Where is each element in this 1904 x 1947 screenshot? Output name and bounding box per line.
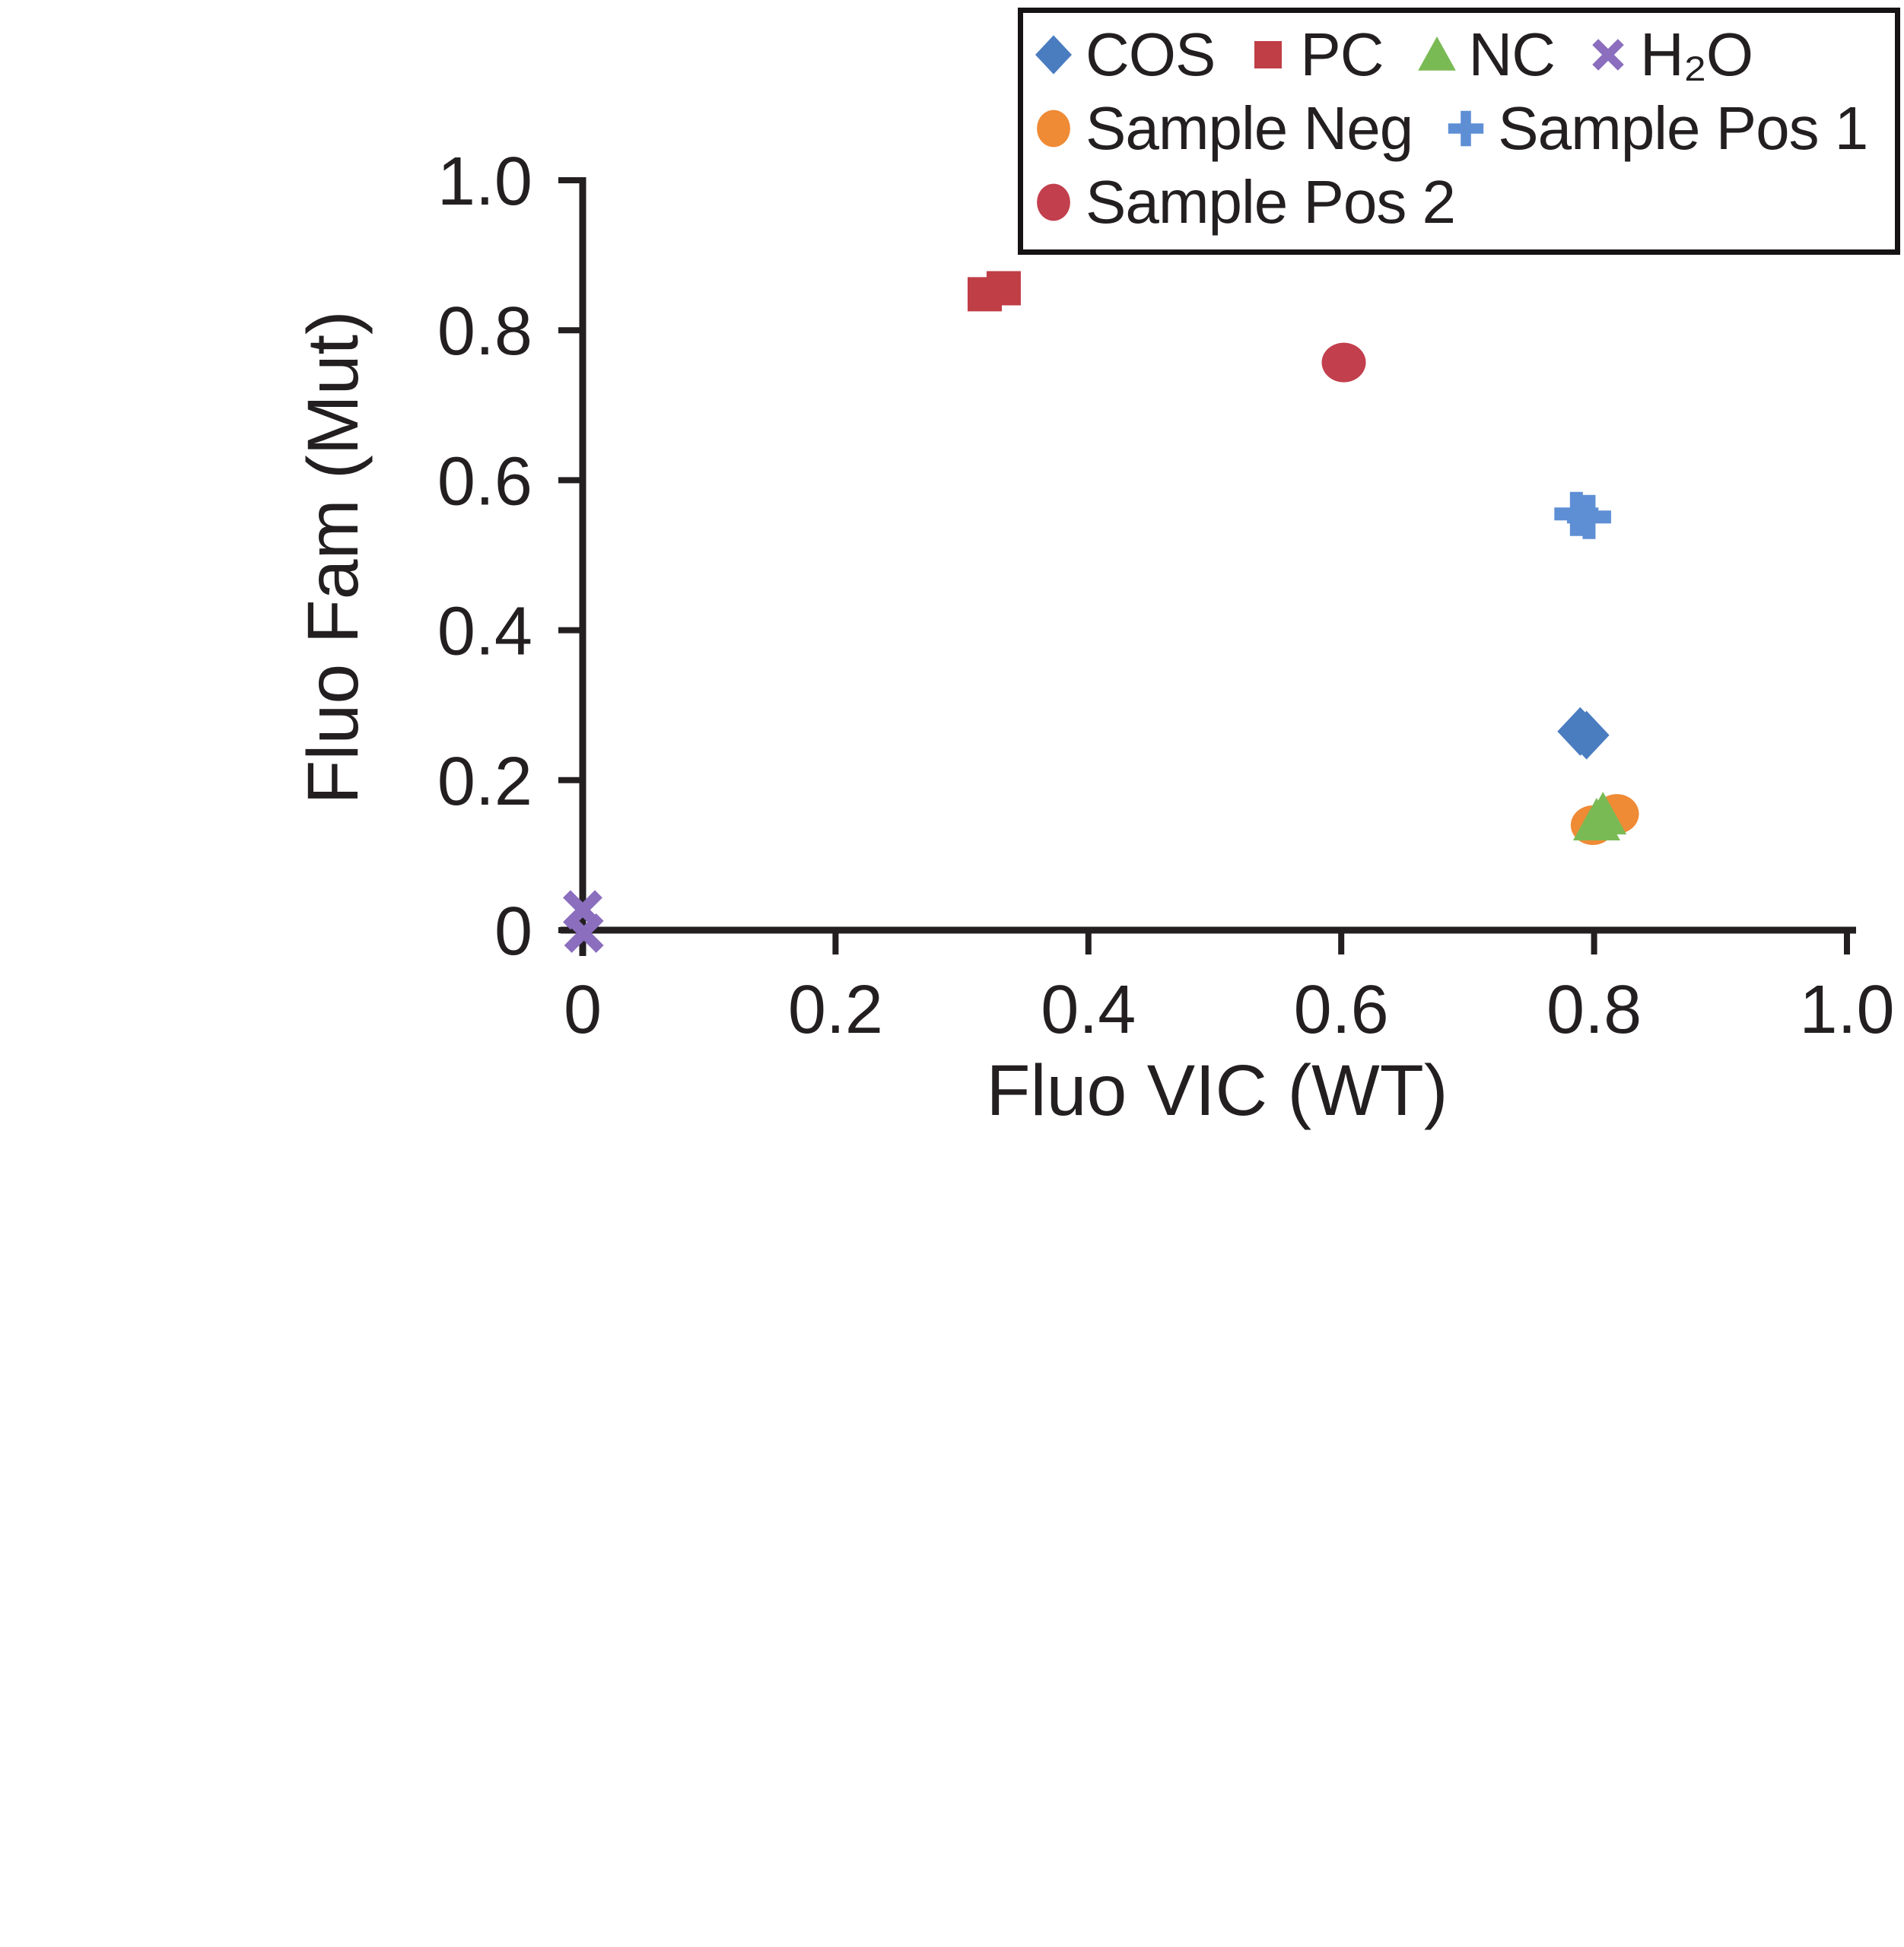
sample-pos-2-circle-marker-icon xyxy=(1037,183,1070,221)
x-axis-label: Fluo VIC (WT) xyxy=(987,1050,1448,1131)
legend-item-pc: PC xyxy=(1244,20,1384,88)
data-point-nc xyxy=(1579,792,1627,835)
legend-label: PC xyxy=(1300,20,1384,88)
x-tick-label: 0.6 xyxy=(1294,972,1389,1048)
legend-label: Sample Neg xyxy=(1086,94,1413,162)
legend-label: NC xyxy=(1468,20,1556,88)
pc-square-marker-icon xyxy=(1254,40,1283,68)
x-tick-label: 0.2 xyxy=(788,972,883,1048)
data-point-sample-pos-1 xyxy=(1566,494,1611,539)
sample-pos-1-plus-marker-icon xyxy=(1448,110,1484,146)
legend-row: Sample Pos 2 xyxy=(1029,165,1887,239)
sample-neg-circle-marker-icon xyxy=(1037,110,1070,147)
h2o-x-marker-icon xyxy=(1592,38,1624,71)
legend: COS PC NC H₂O Sample Neg Sample Pos 1 Sample P… xyxy=(1018,8,1900,255)
legend-item-h2o: H₂O xyxy=(1584,24,1753,85)
y-tick-label: 0.8 xyxy=(437,294,532,370)
legend-row: Sample Neg Sample Pos 1 xyxy=(1029,91,1887,165)
legend-label: Sample Pos 1 xyxy=(1498,94,1868,162)
data-point-sample-pos-2 xyxy=(1321,342,1366,383)
legend-item-nc: NC xyxy=(1413,24,1556,85)
y-tick-label: 0.4 xyxy=(437,594,532,670)
legend-row: COS PC NC H₂O xyxy=(1029,17,1887,91)
y-tick-label: 0.2 xyxy=(437,744,532,820)
y-tick-label: 1.0 xyxy=(437,144,532,220)
legend-item-sample-neg: Sample Neg xyxy=(1029,94,1413,162)
y-axis-label: Fluo Fam (Mut) xyxy=(293,310,373,804)
cos-diamond-marker-icon xyxy=(1035,34,1072,75)
legend-item-sample-pos-2: Sample Pos 2 xyxy=(1029,167,1456,236)
data-point-cos xyxy=(1563,710,1610,760)
legend-label: H₂O xyxy=(1640,20,1753,88)
x-tick-label: 1.0 xyxy=(1799,972,1894,1048)
nc-triangle-marker-icon xyxy=(1417,36,1456,71)
legend-label: COS xyxy=(1086,20,1216,88)
y-tick-label: 0.6 xyxy=(437,443,532,519)
x-axis-ticks: 0 0.2 0.4 0.6 0.8 1.0 xyxy=(564,930,1895,1048)
legend-item-sample-pos-1: Sample Pos 1 xyxy=(1442,94,1868,162)
data-points-layer xyxy=(563,271,1639,953)
x-tick-label: 0.8 xyxy=(1546,972,1642,1048)
data-point-h2o xyxy=(564,913,604,953)
x-tick-label: 0.4 xyxy=(1041,972,1136,1048)
y-axis-ticks: 0 0.2 0.4 0.6 0.8 1.0 xyxy=(437,144,583,970)
legend-label: Sample Pos 2 xyxy=(1086,167,1456,236)
data-point-pc xyxy=(986,271,1021,306)
legend-item-cos: COS xyxy=(1029,20,1216,88)
y-tick-label: 0 xyxy=(494,894,532,970)
x-tick-label: 0 xyxy=(564,972,602,1048)
